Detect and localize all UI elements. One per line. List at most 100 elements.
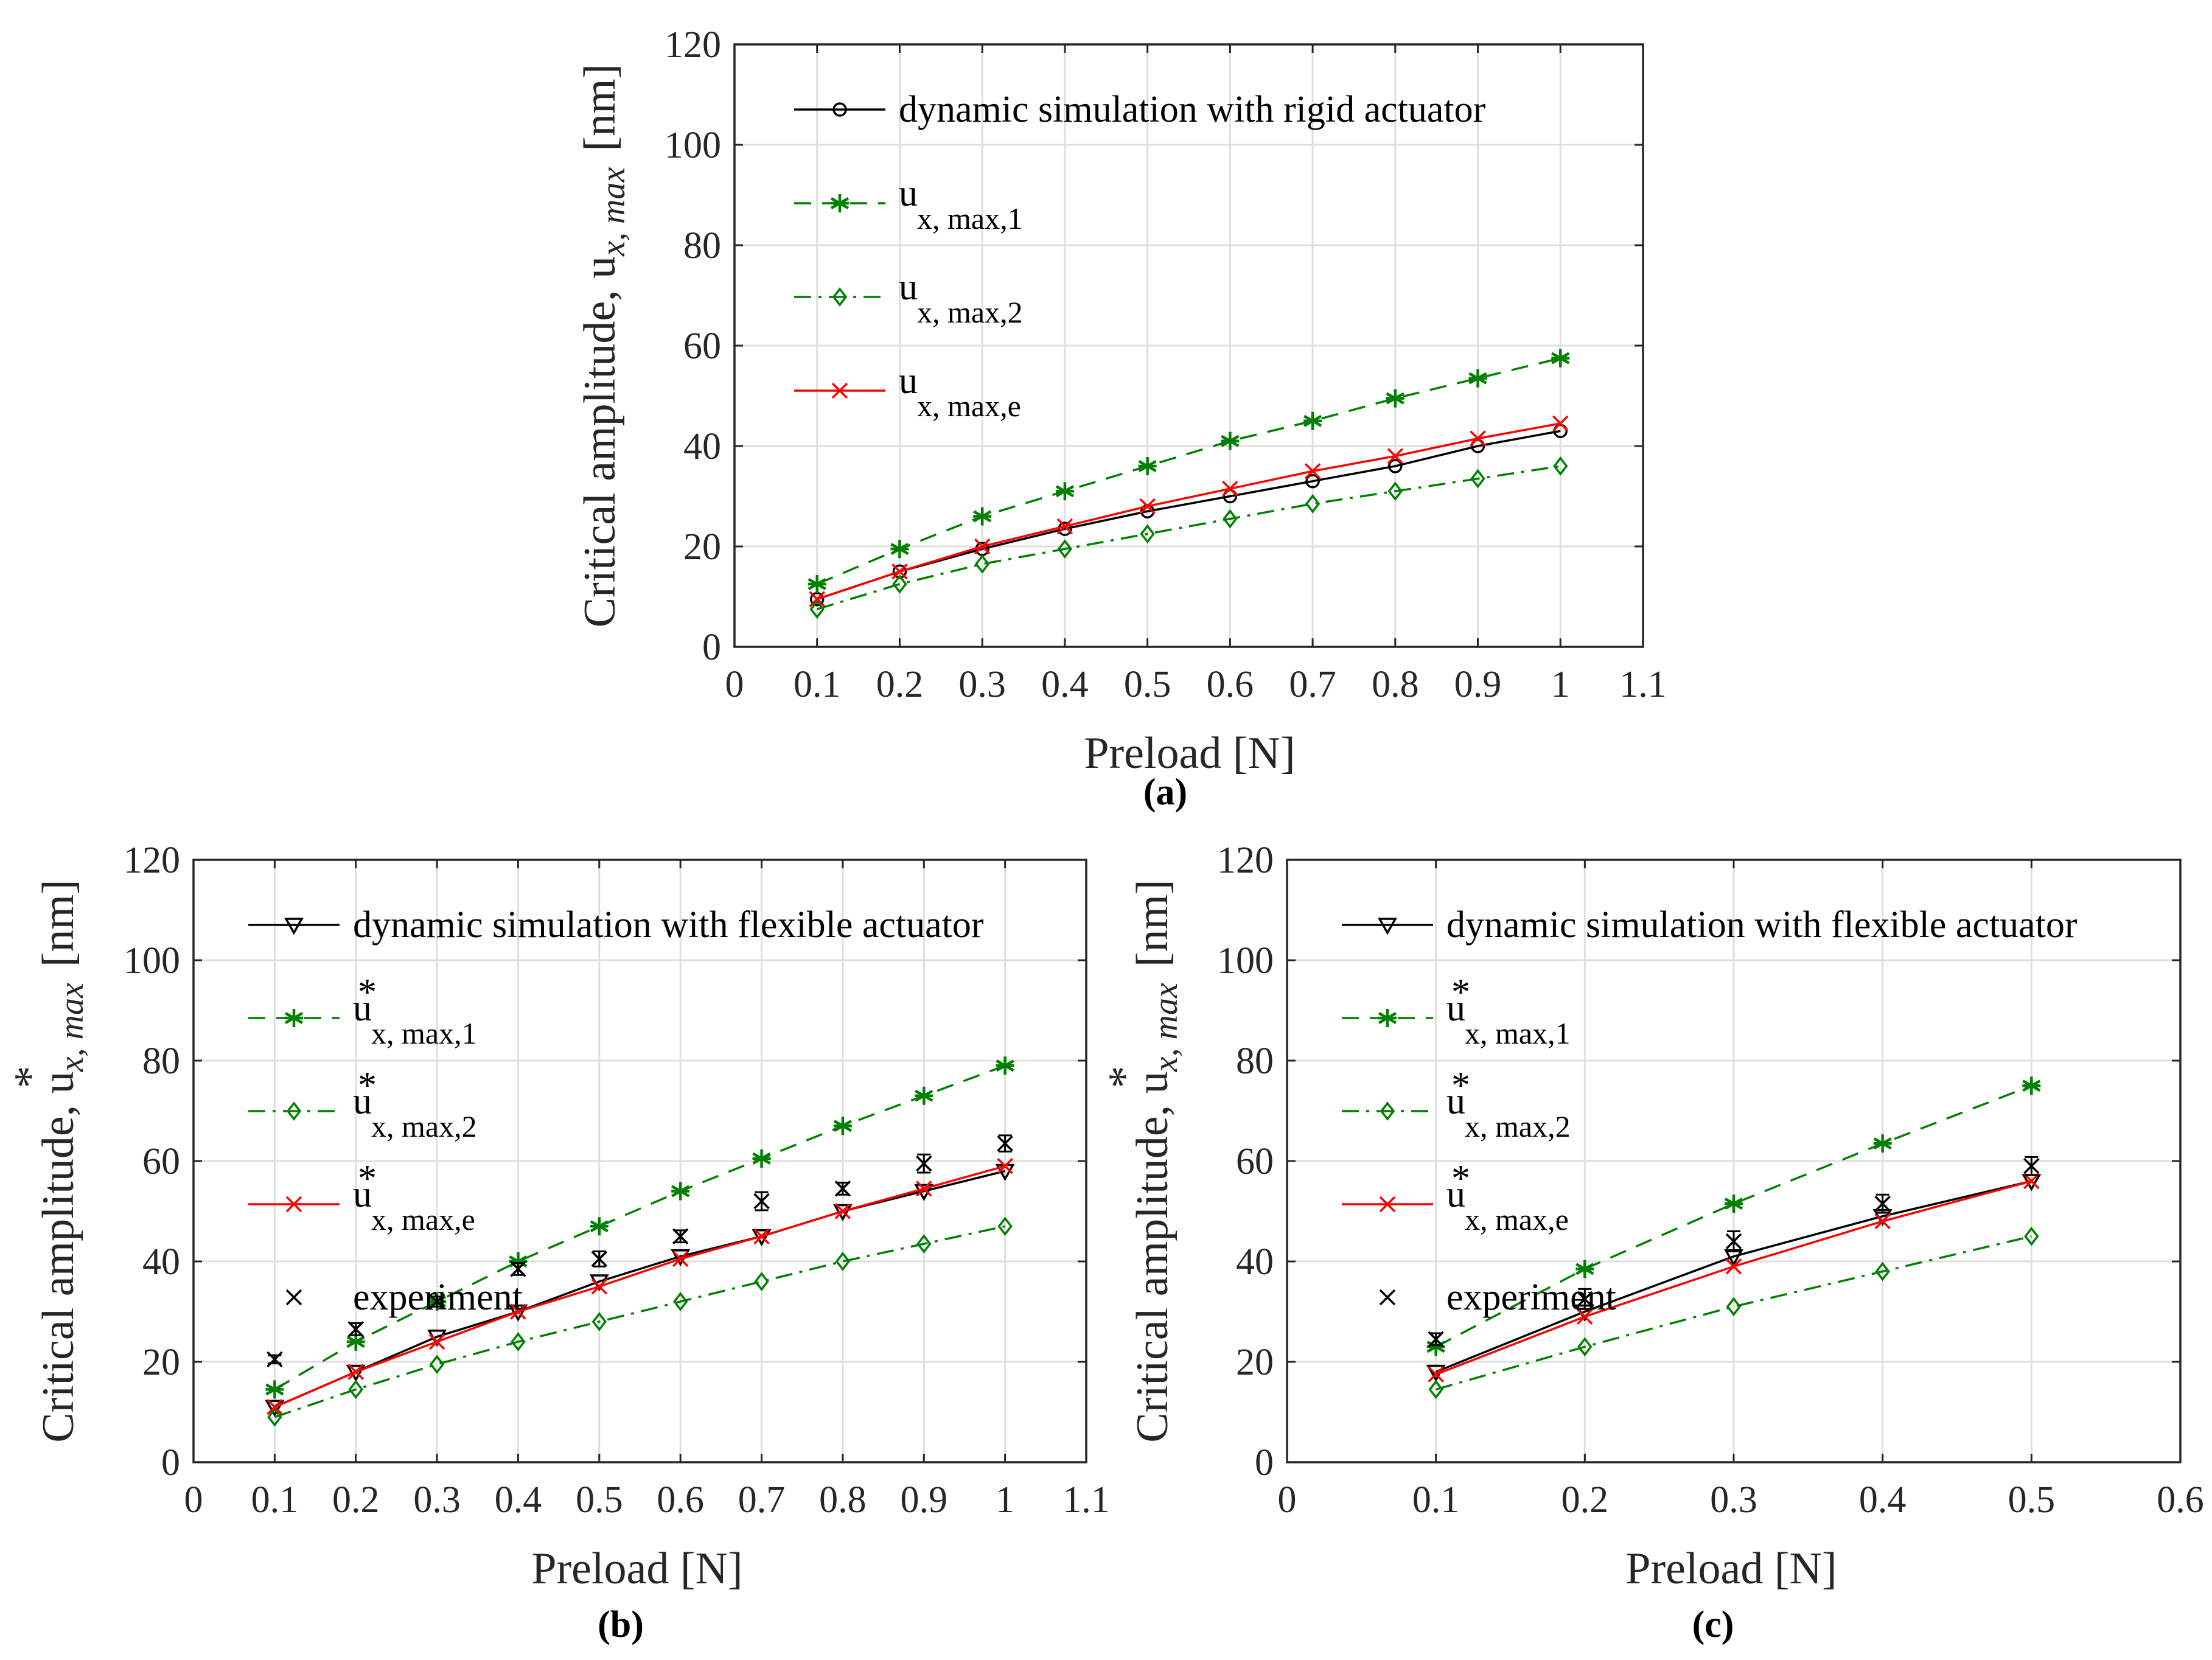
data-point-marker — [2023, 1173, 2040, 1190]
legend-marker — [285, 1289, 302, 1306]
axes-frame — [1286, 859, 2182, 1463]
y-tick-label: 0 — [161, 1442, 180, 1484]
legend-label-sub: x, max,e — [917, 389, 1021, 423]
legend-label: dynamic simulation with flexible actuato… — [353, 904, 984, 946]
data-point-marker — [974, 538, 991, 555]
data-point-marker — [265, 1400, 285, 1417]
y-axis-label: Critical amplitude, u*x, max [nm] — [1100, 879, 1185, 1442]
data-point-marker — [1724, 1194, 1743, 1213]
data-point-marker — [1221, 431, 1240, 450]
legend-label-sub: x, max,2 — [1465, 1109, 1571, 1143]
y-axis-label-unit: [nm] — [575, 64, 625, 152]
y-tick-label: 40 — [683, 426, 721, 467]
data-point-marker — [1223, 509, 1238, 529]
y-tick-label: 80 — [683, 225, 721, 267]
legend-label: dynamic simulation with flexible actuato… — [1446, 904, 2078, 946]
x-tick-label: 0.8 — [819, 1479, 867, 1521]
series-u-x-max-2 — [809, 456, 1568, 619]
data-point-marker — [892, 574, 907, 594]
data-point-marker — [1726, 1297, 1742, 1317]
x-tick-label: 0.5 — [576, 1479, 623, 1521]
series-experiment — [267, 1134, 1013, 1368]
series-line — [817, 430, 1561, 601]
y-tick-label: 100 — [1217, 940, 1274, 982]
x-tick-label: 0.9 — [901, 1479, 948, 1521]
legend-label: u — [899, 267, 918, 308]
series-line — [817, 465, 1561, 610]
data-point-marker — [591, 1278, 608, 1295]
legend-entry: ux, max,e — [794, 360, 1021, 423]
data-point-marker — [1057, 539, 1073, 559]
data-point-marker — [267, 1407, 282, 1427]
legend-entry: u*x, max,e — [1342, 1158, 1569, 1236]
y-tick-label: 100 — [665, 125, 721, 166]
legend-label-sub: x, max,e — [1465, 1202, 1569, 1236]
x-tick-label: 0 — [184, 1479, 203, 1521]
series-u-x-max-2 — [1428, 1226, 2039, 1400]
data-point-marker — [2024, 1226, 2039, 1246]
data-point-marker — [1303, 411, 1322, 430]
data-point-marker — [752, 1149, 771, 1168]
legend-label: u — [353, 1081, 372, 1122]
legend: dynamic simulation with flexible actuato… — [248, 904, 984, 1318]
data-point-marker — [754, 1272, 769, 1291]
x-tick-label: 0.4 — [1859, 1479, 1907, 1521]
x-tick-label: 0.5 — [1124, 664, 1171, 705]
panel-caption: (c) — [1692, 1604, 1734, 1645]
legend-label: experiment — [353, 1277, 523, 1318]
data-point-marker — [672, 1292, 688, 1311]
data-point-marker — [671, 1182, 690, 1201]
data-point-marker — [267, 1399, 283, 1415]
x-tick-label: 0 — [725, 664, 744, 705]
legend-marker — [285, 1196, 302, 1213]
data-point-marker — [1468, 369, 1487, 388]
data-point-marker — [1305, 474, 1320, 489]
series-u-x-max-e — [809, 415, 1569, 607]
x-tick-label: 0.3 — [413, 1479, 461, 1521]
y-axis-label-main: Critical amplitude, u — [1128, 1071, 1178, 1442]
legend-entry: ux, max,2 — [794, 267, 1023, 329]
legend-entry: experiment — [1379, 1277, 1616, 1318]
legend-label-star: * — [358, 972, 377, 1013]
legend-marker — [1378, 1009, 1397, 1027]
series-experiment — [1428, 1156, 2040, 1348]
legend-label: u — [899, 173, 918, 214]
legend-label: u — [1446, 988, 1465, 1029]
y-axis-label-star: * — [5, 1065, 55, 1088]
data-point-marker — [1139, 498, 1156, 515]
data-point-marker — [265, 1380, 284, 1399]
series-line — [817, 422, 1561, 601]
data-point-marker — [591, 1250, 608, 1268]
legend-label-sub: x, max,2 — [371, 1109, 477, 1143]
x-axis-label: Preload [N] — [1625, 1544, 1837, 1594]
y-axis-label-sub: x, max — [53, 983, 91, 1072]
data-point-marker — [1222, 480, 1238, 497]
y-axis-label: Critical amplitude, u*x, max [nm] — [5, 879, 91, 1442]
legend-label-sub: x, max,1 — [917, 201, 1023, 235]
data-point-marker — [429, 1355, 445, 1375]
legend-marker — [830, 194, 850, 212]
data-point-marker — [835, 1252, 851, 1271]
x-tick-label: 0.8 — [1372, 664, 1419, 705]
x-axis-label: Preload [N] — [1084, 728, 1295, 778]
data-point-marker — [1873, 1134, 1892, 1153]
legend-entry: u*x, max,2 — [1342, 1065, 1571, 1143]
y-tick-label: 40 — [142, 1241, 180, 1283]
data-point-marker — [1055, 482, 1075, 501]
y-tick-label: 60 — [683, 326, 721, 367]
series-line — [274, 1064, 1006, 1390]
y-axis-label-sub: x, max — [1147, 983, 1185, 1072]
data-point-marker — [1428, 1331, 1444, 1348]
data-point-marker — [753, 1193, 770, 1210]
series-u-x-max-1 — [1426, 1076, 2041, 1356]
x-tick-label: 0.7 — [738, 1479, 786, 1521]
legend-marker — [832, 287, 848, 307]
data-point-marker — [2022, 1076, 2041, 1095]
legend-entry: dynamic simulation with rigid actuator — [794, 89, 1486, 130]
panel-caption: (a) — [1143, 772, 1187, 813]
legend-entry: u*x, max,1 — [248, 972, 477, 1050]
data-point-marker — [2023, 1158, 2040, 1174]
y-tick-label: 80 — [142, 1041, 180, 1082]
series-line — [274, 1170, 1006, 1408]
